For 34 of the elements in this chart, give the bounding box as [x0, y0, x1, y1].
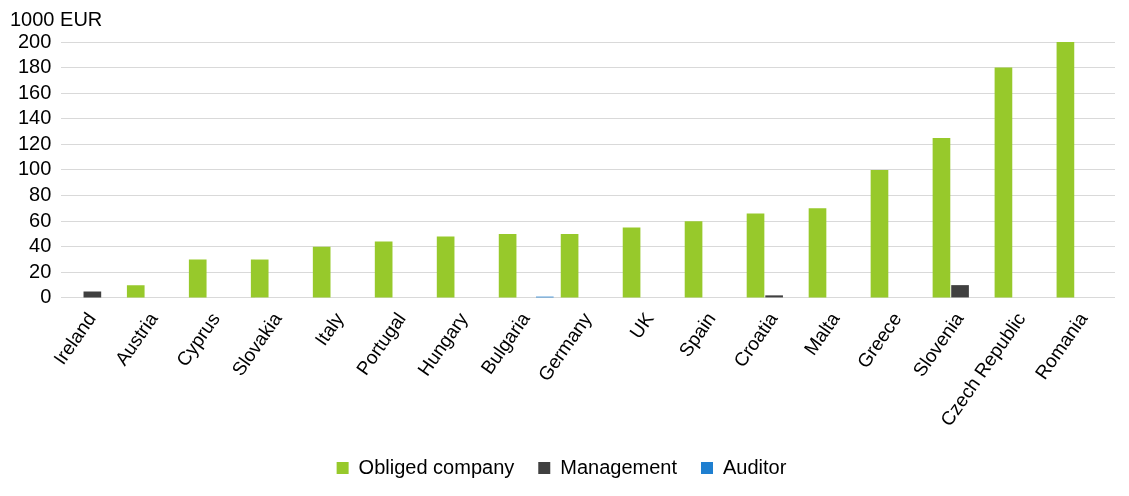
bar	[622, 227, 641, 298]
bar	[870, 169, 889, 298]
bar	[1056, 42, 1075, 298]
y-tick-label: 160	[17, 80, 52, 103]
bar	[312, 246, 331, 298]
legend-label: Obliged company	[358, 455, 515, 478]
y-tick-label: 0	[40, 285, 52, 308]
bar	[765, 295, 783, 298]
y-tick-label: 140	[17, 106, 52, 129]
legend-label: Auditor	[723, 455, 787, 478]
y-tick-label: 20	[29, 259, 52, 282]
x-tick-label: UK	[625, 308, 658, 343]
bar	[126, 285, 145, 298]
bar	[994, 67, 1013, 298]
bar	[250, 259, 269, 298]
legend-label: Management	[560, 455, 678, 478]
bar	[560, 233, 579, 298]
y-tick-label: 60	[29, 208, 52, 231]
y-tick-label: 80	[29, 183, 52, 206]
y-tick-label: 180	[17, 55, 52, 78]
bar	[951, 285, 969, 298]
y-tick-label: 40	[29, 234, 52, 257]
y-tick-label: 200	[17, 29, 52, 52]
bar	[746, 213, 765, 298]
y-tick-label: 120	[17, 131, 52, 154]
bar	[188, 259, 207, 298]
bar	[684, 221, 703, 298]
y-tick-label: 100	[17, 157, 52, 180]
bar	[436, 236, 455, 298]
bar	[498, 233, 517, 298]
bar	[808, 208, 827, 298]
y-axis-title: 1000 EUR	[10, 7, 103, 30]
bar	[374, 241, 393, 298]
bar	[932, 137, 951, 298]
